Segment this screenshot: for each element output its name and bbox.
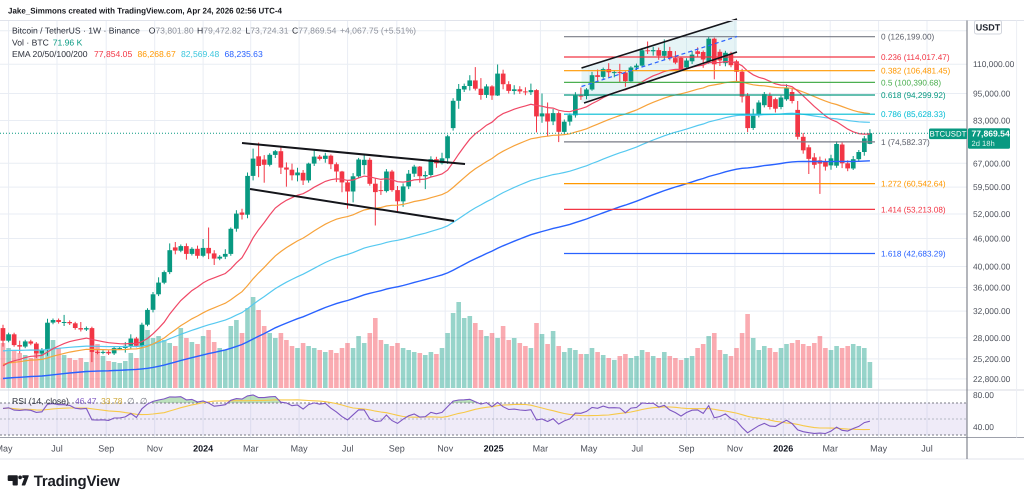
svg-text:1.414 (53,213.08): 1.414 (53,213.08) (881, 205, 946, 214)
svg-text:67,000.00: 67,000.00 (973, 158, 1011, 168)
svg-text:0 (126,199.00): 0 (126,199.00) (881, 33, 935, 42)
svg-text:May: May (580, 444, 598, 454)
svg-text:Nov: Nov (727, 444, 744, 454)
svg-text:0.382 (106,481.45): 0.382 (106,481.45) (881, 67, 950, 76)
svg-text:40.00: 40.00 (973, 422, 994, 432)
svg-text:Mar: Mar (243, 444, 259, 454)
svg-text:May: May (0, 444, 13, 454)
svg-text:Sep: Sep (678, 444, 694, 454)
svg-text:0.618 (94,299.92): 0.618 (94,299.92) (881, 91, 946, 100)
svg-text:May: May (291, 444, 309, 454)
svg-text:0.786 (85,628.33): 0.786 (85,628.33) (881, 110, 946, 119)
svg-text:80.00: 80.00 (973, 390, 994, 400)
svg-text:59,500.00: 59,500.00 (973, 182, 1011, 192)
svg-text:83,000.00: 83,000.00 (973, 116, 1011, 126)
svg-text:36,000.00: 36,000.00 (973, 283, 1011, 293)
svg-text:USDT: USDT (976, 23, 1001, 33)
svg-text:Jul: Jul (921, 444, 933, 454)
svg-text:Jul: Jul (51, 444, 63, 454)
svg-text:0.5 (100,390.68): 0.5 (100,390.68) (881, 78, 941, 87)
svg-text:Jul: Jul (632, 444, 644, 454)
svg-text:1.272 (60,542.64): 1.272 (60,542.64) (881, 180, 946, 189)
svg-text:110,000.00: 110,000.00 (973, 59, 1015, 69)
svg-text:2026: 2026 (773, 444, 793, 454)
svg-text:May: May (870, 444, 888, 454)
svg-text:Mar: Mar (822, 444, 838, 454)
svg-text:Sep: Sep (98, 444, 114, 454)
svg-text:2d 18h: 2d 18h (972, 139, 995, 148)
svg-text:2024: 2024 (193, 444, 213, 454)
svg-text:1.618 (42,683.29): 1.618 (42,683.29) (881, 250, 946, 259)
svg-text:2025: 2025 (484, 444, 504, 454)
svg-text:32,000.00: 32,000.00 (973, 306, 1011, 316)
svg-text:Mar: Mar (533, 444, 549, 454)
svg-text:52,000.00: 52,000.00 (973, 209, 1011, 219)
svg-text:95,000.00: 95,000.00 (973, 89, 1011, 99)
svg-text:40,000.00: 40,000.00 (973, 262, 1011, 272)
svg-text:Nov: Nov (437, 444, 454, 454)
svg-text:Bitcoin / TetherUS · 1W · Bina: Bitcoin / TetherUS · 1W · Binance O73,801… (12, 26, 416, 36)
svg-text:22,800.00: 22,800.00 (973, 374, 1011, 384)
svg-text:Nov: Nov (147, 444, 164, 454)
svg-text:BTCUSDT: BTCUSDT (930, 129, 967, 138)
svg-text:25,200.00: 25,200.00 (973, 354, 1011, 364)
svg-text:Jul: Jul (342, 444, 354, 454)
svg-text:TradingView: TradingView (34, 473, 120, 490)
svg-text:77,869.54: 77,869.54 (972, 129, 1010, 139)
svg-text:Jake_Simmons created with Trad: Jake_Simmons created with TradingView.co… (8, 7, 282, 16)
svg-text:28,000.00: 28,000.00 (973, 333, 1011, 343)
svg-text:Sep: Sep (389, 444, 405, 454)
svg-text:46,000.00: 46,000.00 (973, 234, 1011, 244)
svg-text:0.236 (114,017.47): 0.236 (114,017.47) (881, 53, 950, 62)
svg-text:1 (74,582.37): 1 (74,582.37) (881, 138, 930, 147)
